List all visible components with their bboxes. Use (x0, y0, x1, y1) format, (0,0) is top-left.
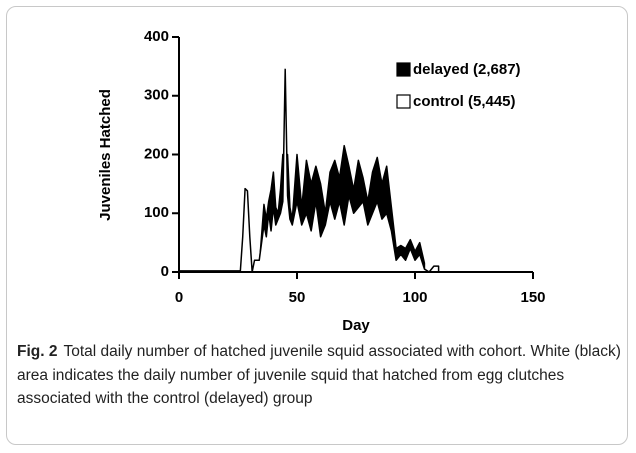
y-tick-label: 100 (144, 204, 169, 221)
x-tick-label: 50 (289, 289, 306, 306)
legend-label: delayed (2,687) (413, 61, 521, 78)
caption-text: Total daily number of hatched juvenile s… (17, 343, 621, 407)
y-tick-label: 0 (161, 263, 169, 280)
x-tick-label: 0 (175, 289, 183, 306)
legend-marker (396, 62, 411, 77)
y-tick-label: 400 (144, 28, 169, 45)
legend-marker (396, 94, 411, 109)
x-tick-label: 150 (520, 289, 545, 306)
area (178, 68, 440, 273)
y-axis-label: Juveniles Hatched (97, 89, 114, 221)
legend-label: control (5,445) (413, 93, 516, 110)
x-tick-label: 100 (402, 289, 427, 306)
caption-label: Fig. 2 (17, 343, 58, 360)
x-axis-label: Day (342, 317, 370, 334)
y-tick-label: 200 (144, 145, 169, 162)
y-tick-label: 300 (144, 87, 169, 104)
figure-card (6, 6, 628, 445)
caption: Fig. 2 Total daily number of hatched juve… (17, 340, 621, 411)
